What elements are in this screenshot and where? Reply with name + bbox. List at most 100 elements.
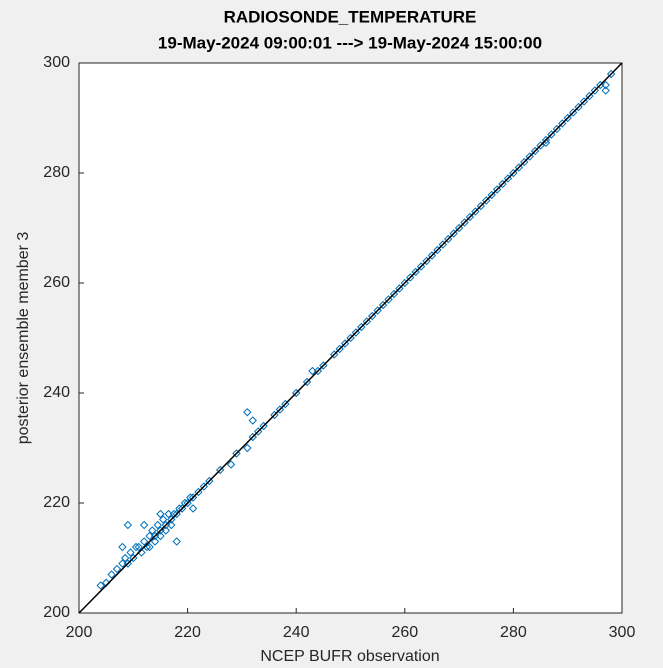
point bbox=[232, 449, 241, 458]
point bbox=[416, 262, 426, 271]
point bbox=[395, 284, 404, 293]
point bbox=[253, 427, 263, 436]
point bbox=[248, 416, 257, 425]
point bbox=[158, 515, 168, 524]
point bbox=[248, 432, 257, 442]
x-axis-label: NCEP BUFR observation bbox=[260, 648, 439, 665]
point bbox=[112, 564, 122, 574]
point bbox=[590, 86, 600, 95]
point bbox=[123, 559, 133, 568]
point bbox=[161, 526, 171, 535]
point bbox=[275, 405, 285, 414]
point bbox=[118, 542, 127, 552]
point bbox=[601, 80, 610, 90]
point bbox=[335, 344, 344, 354]
point bbox=[579, 97, 589, 106]
x-tick-label: 240 bbox=[283, 624, 310, 641]
point bbox=[438, 240, 448, 249]
point bbox=[465, 212, 475, 222]
x-tick-label: 300 bbox=[609, 624, 636, 641]
point bbox=[215, 465, 225, 475]
point bbox=[199, 482, 209, 491]
point bbox=[530, 146, 540, 156]
point bbox=[308, 366, 317, 376]
point bbox=[558, 119, 567, 128]
point bbox=[194, 487, 203, 497]
point bbox=[454, 223, 464, 233]
point bbox=[129, 553, 138, 563]
point bbox=[411, 267, 420, 277]
point bbox=[525, 152, 534, 161]
y-tick-label: 260 bbox=[43, 274, 70, 291]
chart-subtitle: 19-May-2024 09:00:01 ---> 19-May-2024 15… bbox=[158, 33, 542, 52]
point bbox=[552, 124, 562, 134]
point bbox=[123, 520, 133, 530]
point bbox=[281, 399, 290, 409]
point bbox=[574, 102, 583, 112]
point bbox=[172, 509, 181, 519]
point bbox=[131, 542, 141, 552]
point bbox=[205, 476, 214, 486]
point bbox=[167, 515, 176, 524]
point bbox=[476, 201, 486, 211]
point bbox=[503, 174, 513, 183]
point bbox=[444, 234, 453, 244]
point bbox=[433, 245, 442, 255]
point bbox=[514, 163, 524, 172]
point bbox=[357, 322, 366, 332]
point bbox=[243, 443, 252, 453]
point bbox=[145, 531, 154, 541]
point bbox=[139, 520, 149, 530]
y-tick-label: 300 bbox=[43, 54, 70, 71]
point bbox=[536, 141, 545, 150]
point bbox=[449, 229, 458, 238]
point bbox=[422, 256, 431, 266]
point bbox=[585, 91, 594, 101]
point bbox=[368, 311, 377, 321]
point bbox=[509, 168, 518, 178]
point bbox=[156, 531, 165, 541]
point bbox=[319, 361, 328, 370]
point bbox=[243, 408, 252, 417]
point bbox=[161, 520, 171, 530]
point bbox=[498, 179, 507, 189]
point bbox=[96, 581, 105, 590]
point bbox=[134, 542, 143, 552]
point bbox=[150, 537, 160, 546]
point bbox=[118, 559, 127, 568]
point bbox=[188, 504, 198, 513]
point bbox=[384, 295, 393, 304]
y-tick-label: 240 bbox=[43, 384, 70, 401]
point bbox=[373, 306, 382, 315]
point bbox=[482, 196, 491, 205]
y-tick-label: 200 bbox=[43, 604, 70, 621]
point bbox=[471, 207, 480, 216]
point bbox=[460, 218, 469, 227]
point bbox=[167, 520, 176, 530]
point bbox=[313, 366, 323, 376]
point bbox=[346, 333, 355, 343]
point bbox=[400, 278, 410, 288]
x-tick-label: 200 bbox=[66, 624, 93, 641]
point bbox=[547, 130, 556, 139]
point bbox=[492, 185, 502, 194]
point bbox=[330, 350, 339, 359]
point bbox=[340, 339, 350, 348]
y-tick-label: 280 bbox=[43, 164, 70, 181]
point bbox=[164, 509, 173, 519]
point bbox=[270, 410, 279, 420]
point bbox=[156, 526, 165, 535]
point bbox=[153, 520, 162, 530]
point bbox=[172, 537, 181, 546]
x-tick-label: 260 bbox=[391, 624, 418, 641]
point bbox=[120, 553, 130, 563]
point bbox=[156, 509, 165, 519]
point bbox=[606, 69, 616, 79]
point bbox=[188, 493, 198, 502]
point bbox=[520, 157, 529, 167]
reference-line bbox=[78, 62, 623, 614]
y-axis-label: posterior ensemble member 3 bbox=[15, 232, 32, 445]
point bbox=[427, 251, 437, 260]
